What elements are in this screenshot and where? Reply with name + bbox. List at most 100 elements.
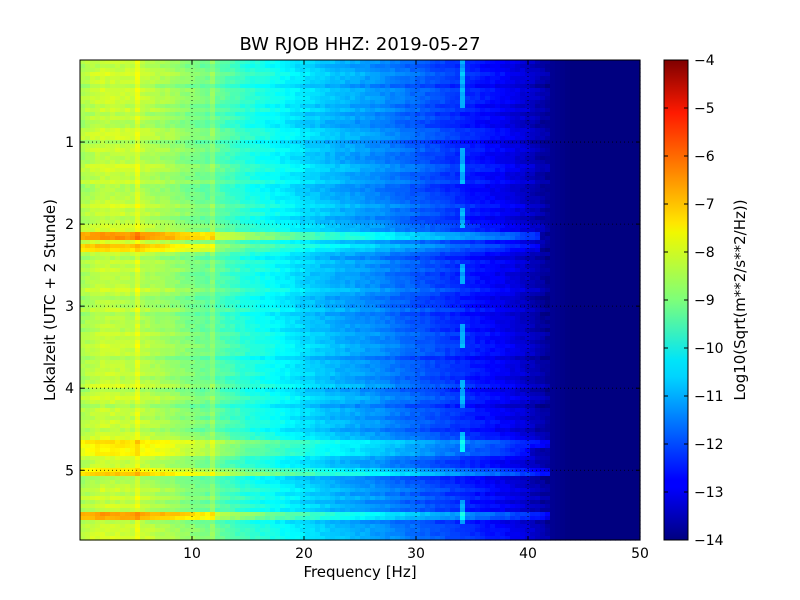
heatmap-cell xyxy=(575,116,581,121)
heatmap-cell xyxy=(265,124,271,129)
heatmap-cell xyxy=(285,68,291,73)
heatmap-cell xyxy=(485,164,491,169)
heatmap-cell xyxy=(435,72,441,77)
heatmap-cell xyxy=(315,76,321,81)
heatmap-cell xyxy=(130,132,136,137)
heatmap-cell xyxy=(225,164,231,169)
heatmap-cell xyxy=(260,136,266,141)
heatmap-cell xyxy=(90,184,96,189)
heatmap-cell xyxy=(470,120,476,125)
heatmap-cell xyxy=(525,124,531,129)
heatmap-cell xyxy=(420,124,426,129)
heatmap-cell xyxy=(565,124,571,129)
heatmap-cell xyxy=(245,188,251,193)
heatmap-cell xyxy=(350,72,356,77)
heatmap-cell xyxy=(345,64,351,69)
heatmap-cell xyxy=(415,220,421,225)
heatmap-cell xyxy=(205,60,211,65)
heatmap-cell xyxy=(205,116,211,121)
heatmap-cell xyxy=(230,176,236,181)
heatmap-cell xyxy=(570,176,576,181)
heatmap-cell xyxy=(565,116,571,121)
heatmap-cell xyxy=(205,228,211,233)
heatmap-cell xyxy=(110,204,116,209)
heatmap-cell xyxy=(155,220,161,225)
heatmap-cell xyxy=(375,156,381,161)
heatmap-cell xyxy=(495,176,501,181)
heatmap-cell xyxy=(570,188,576,193)
heatmap-cell xyxy=(325,164,331,169)
heatmap-cell xyxy=(545,136,551,141)
heatmap-cell xyxy=(565,224,571,229)
heatmap-cell xyxy=(315,212,321,217)
heatmap-cell xyxy=(330,176,336,181)
heatmap-cell xyxy=(345,168,351,173)
heatmap-cell xyxy=(575,76,581,81)
heatmap-cell xyxy=(475,84,481,89)
heatmap-cell xyxy=(120,64,126,69)
heatmap-cell xyxy=(325,216,331,221)
heatmap-cell xyxy=(545,104,551,109)
heatmap-cell xyxy=(320,220,326,225)
heatmap-cell xyxy=(620,232,626,237)
heatmap-cell xyxy=(490,164,496,169)
heatmap-cell xyxy=(420,60,426,65)
heatmap-cell xyxy=(455,100,461,105)
heatmap-cell xyxy=(260,232,266,237)
heatmap-cell xyxy=(520,232,526,237)
heatmap-cell xyxy=(630,164,636,169)
heatmap-cell xyxy=(565,212,571,217)
heatmap-cell xyxy=(505,196,511,201)
heatmap-cell xyxy=(475,232,481,237)
heatmap-cell xyxy=(410,168,416,173)
heatmap-cell xyxy=(455,168,461,173)
heatmap-cell xyxy=(325,104,331,109)
heatmap-cell xyxy=(625,164,631,169)
heatmap-cell xyxy=(575,88,581,93)
heatmap-cell xyxy=(465,184,471,189)
heatmap-cell xyxy=(610,116,616,121)
heatmap-cell xyxy=(440,68,446,73)
heatmap-cell xyxy=(580,180,586,185)
heatmap-cell xyxy=(270,92,276,97)
heatmap-cell xyxy=(360,128,366,133)
heatmap-cell xyxy=(155,176,161,181)
heatmap-cell xyxy=(250,216,256,221)
heatmap-cell xyxy=(565,112,571,117)
heatmap-cell xyxy=(380,148,386,153)
heatmap-cell xyxy=(625,168,631,173)
heatmap-cell xyxy=(455,120,461,125)
heatmap-cell xyxy=(505,156,511,161)
heatmap-cell xyxy=(355,68,361,73)
heatmap-cell xyxy=(620,148,626,153)
heatmap-cell xyxy=(300,112,306,117)
heatmap-cell xyxy=(105,236,111,241)
heatmap-cell xyxy=(425,188,431,193)
heatmap-cell xyxy=(375,192,381,197)
heatmap-cell xyxy=(85,132,91,137)
heatmap-cell xyxy=(255,76,261,81)
heatmap-cell xyxy=(570,120,576,125)
heatmap-cell xyxy=(340,68,346,73)
heatmap-cell xyxy=(545,164,551,169)
heatmap-cell xyxy=(215,236,221,241)
heatmap-cell xyxy=(550,116,556,121)
heatmap-cell xyxy=(115,232,121,237)
heatmap-cell xyxy=(90,224,96,229)
heatmap-cell xyxy=(365,216,371,221)
heatmap-cell xyxy=(380,156,386,161)
heatmap-cell xyxy=(555,184,561,189)
heatmap-cell xyxy=(600,212,606,217)
heatmap-cell xyxy=(390,64,396,69)
heatmap-cell xyxy=(255,132,261,137)
heatmap-cell xyxy=(625,224,631,229)
heatmap-cell xyxy=(280,116,286,121)
heatmap-cell xyxy=(605,160,611,165)
heatmap-cell xyxy=(245,140,251,145)
heatmap-cell xyxy=(185,228,191,233)
heatmap-cell xyxy=(210,104,216,109)
heatmap-cell xyxy=(535,176,541,181)
heatmap-cell xyxy=(445,192,451,197)
heatmap-cell xyxy=(325,88,331,93)
heatmap-cell xyxy=(295,112,301,117)
